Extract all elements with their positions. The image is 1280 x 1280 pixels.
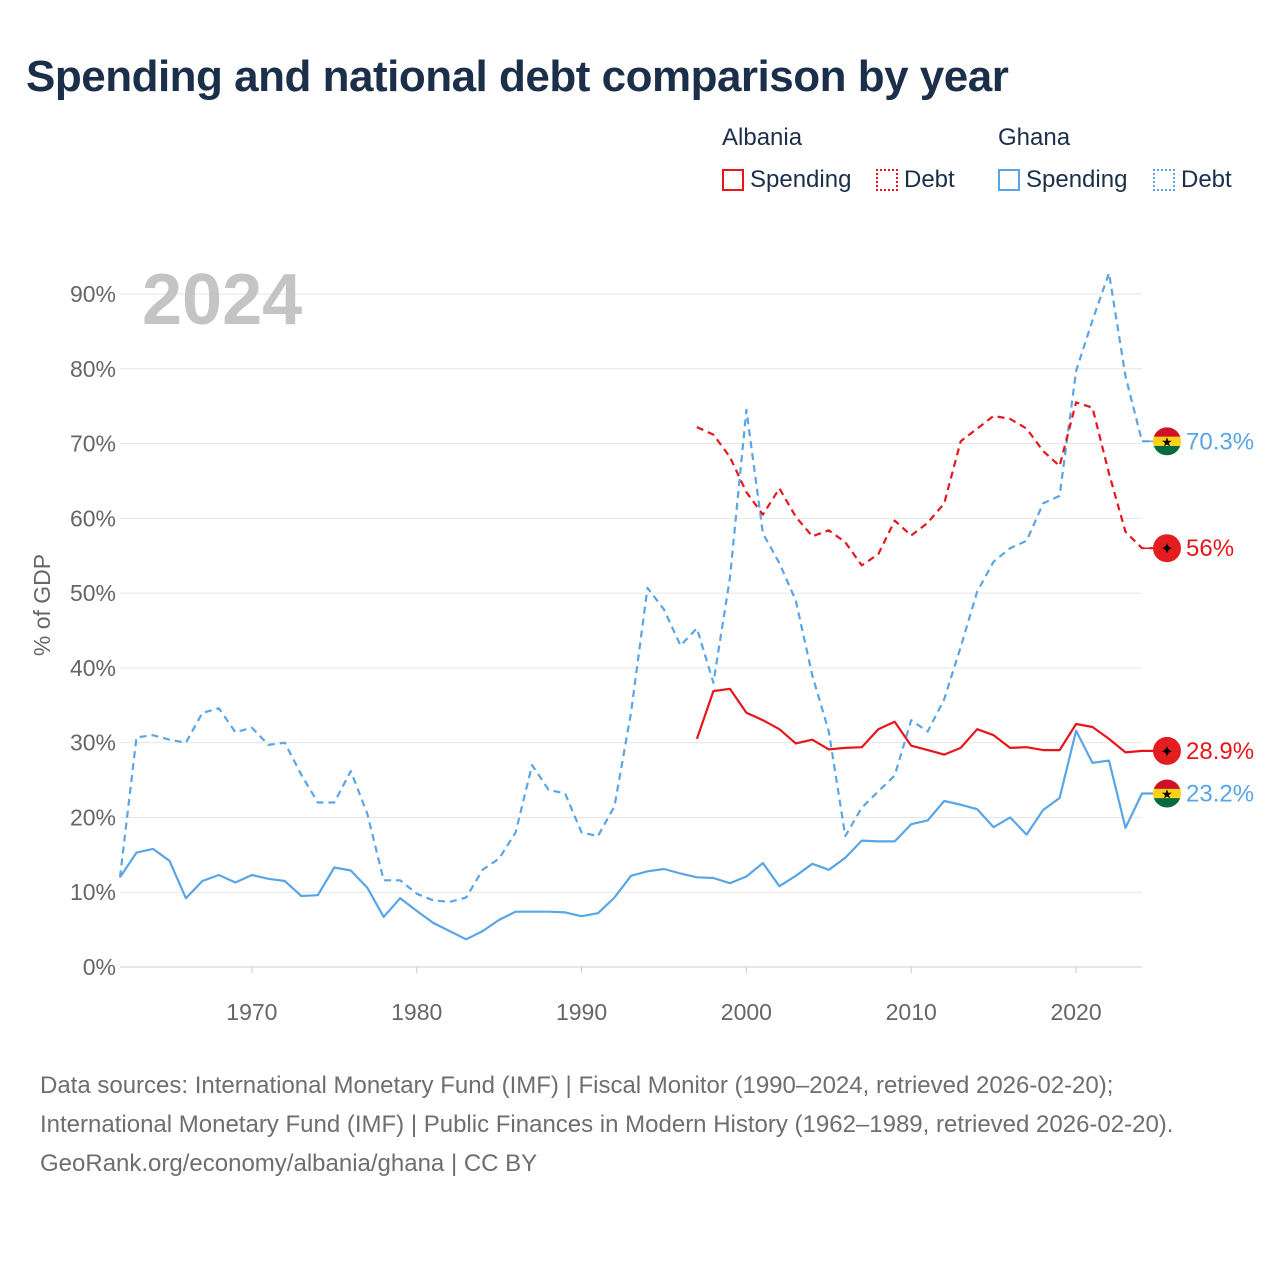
- legend-albania-title: Albania: [722, 124, 803, 151]
- series-line-albania-debt: [696, 401, 1159, 567]
- legend-label: Debt: [1181, 166, 1232, 193]
- x-tick-label: 1990: [556, 999, 607, 1025]
- ghana-flag-stripe: [1153, 798, 1181, 808]
- legend-solid-swatch-icon: [722, 169, 744, 191]
- legend-ghana-debt[interactable]: Debt: [1153, 166, 1232, 194]
- x-tick-label: 1980: [391, 999, 442, 1025]
- y-tick-label: 20%: [70, 804, 116, 830]
- y-tick-label: 90%: [70, 281, 116, 307]
- ghana-flag-stripe: [1153, 788, 1181, 799]
- x-tick-label: 2010: [886, 999, 937, 1025]
- data-sources-text: Data sources: International Monetary Fun…: [40, 1072, 1174, 1138]
- legend-albania-debt[interactable]: Debt: [876, 166, 955, 194]
- y-tick-label: 80%: [70, 356, 116, 382]
- albania-eagle-icon: ✦: [1160, 541, 1173, 558]
- legend-solid-swatch-icon: [998, 169, 1020, 191]
- legend-label: Spending: [750, 166, 852, 193]
- chart-title: Spending and national debt comparison by…: [26, 52, 1009, 101]
- albania-eagle-icon: ✦: [1160, 744, 1173, 761]
- ghana-star-icon: ★: [1161, 787, 1173, 802]
- y-tick-label: 50%: [70, 580, 116, 606]
- y-tick-label: 10%: [70, 879, 116, 905]
- y-tick-label: 0%: [83, 954, 116, 980]
- footer: Data sources: International Monetary Fun…: [40, 1066, 1240, 1183]
- ghana-flag-stripe: [1153, 445, 1181, 456]
- x-tick-label: 1970: [226, 999, 277, 1025]
- ghana-flag-stripe: [1153, 436, 1181, 447]
- series-line-albania-spending: [695, 687, 1159, 756]
- y-tick-label: 70%: [70, 431, 116, 457]
- y-tick-label: 30%: [70, 730, 116, 756]
- legend-label: Debt: [904, 166, 955, 193]
- credit-link[interactable]: GeoRank.org/economy/albania/ghana | CC B…: [40, 1150, 538, 1177]
- ghana-star-icon: ★: [1161, 434, 1173, 449]
- legend-ghana-title: Ghana: [998, 124, 1071, 151]
- end-value-label: 56%: [1186, 535, 1234, 562]
- y-tick-label: 60%: [70, 505, 116, 531]
- line-chart: 0% 10% 20% 30% 40% 50% 60% 70% 80% 90% 1970 1980 199…: [29, 260, 1254, 1025]
- x-tick-label: 2000: [721, 999, 772, 1025]
- ghana-flag-stripe: [1153, 427, 1181, 438]
- series-line-ghana-debt: [118, 272, 1159, 904]
- legend-label: Spending: [1026, 166, 1128, 193]
- y-tick-label: 40%: [70, 655, 116, 681]
- albania-flag-icon: [1153, 534, 1181, 563]
- albania-flag-icon: [1153, 736, 1181, 765]
- legend-dotted-swatch-icon: [1153, 169, 1175, 191]
- x-tick-label: 2020: [1050, 999, 1101, 1025]
- series-line-ghana-spending: [119, 729, 1159, 941]
- y-axis-title: % of GDP: [29, 554, 55, 656]
- ghana-flag-stripe: [1153, 779, 1181, 790]
- end-value-label: 23.2%: [1186, 781, 1254, 808]
- end-value-label: 28.9%: [1186, 738, 1254, 765]
- end-value-label: 70.3%: [1186, 428, 1254, 455]
- year-watermark: 2024: [142, 260, 302, 340]
- legend-dotted-swatch-icon: [876, 169, 898, 191]
- legend-albania-spending[interactable]: Spending: [722, 166, 851, 194]
- legend-ghana-spending[interactable]: Spending: [998, 166, 1127, 194]
